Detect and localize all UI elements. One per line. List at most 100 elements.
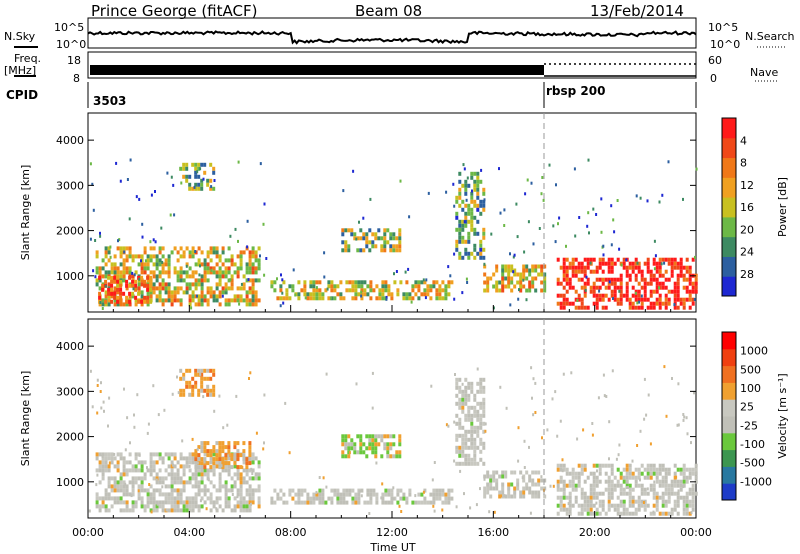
heatmap-cell: [300, 492, 304, 497]
heatmap-cell: [197, 368, 201, 373]
heatmap-cell: [586, 511, 590, 516]
heatmap-cell: [492, 474, 496, 479]
heatmap-cell: [458, 235, 462, 240]
heatmap-cell: [203, 376, 207, 381]
heatmap-cell: [158, 452, 162, 457]
heatmap-cell: [482, 231, 486, 236]
heatmap-speck: [172, 463, 175, 467]
heatmap-cell: [327, 284, 331, 289]
heatmap-speck: [148, 483, 151, 486]
heatmap-cell: [197, 492, 201, 497]
heatmap-cell: [571, 285, 575, 290]
heatmap-cell: [149, 460, 153, 465]
heatmap-cell: [149, 456, 153, 461]
heatmap-cell: [583, 281, 587, 286]
heatmap-cell: [598, 511, 602, 516]
heatmap-cell: [95, 456, 99, 461]
heatmap-cell: [224, 286, 228, 291]
heatmap-cell: [455, 461, 459, 466]
heatmap-cell: [336, 500, 340, 505]
heatmap-speck: [645, 413, 648, 417]
heatmap-cell: [368, 248, 372, 253]
heatmap-cell: [248, 266, 252, 271]
heatmap-speck: [248, 493, 251, 497]
heatmap-cell: [170, 302, 174, 307]
heatmap-cell: [191, 456, 195, 461]
heatmap-cell: [691, 471, 695, 476]
heatmap-cell: [374, 438, 378, 443]
heatmap-cell: [525, 276, 529, 281]
heatmap-speck: [247, 278, 250, 282]
heatmap-cell: [479, 377, 483, 382]
heatmap-cell: [170, 452, 174, 457]
heatmap-cell: [212, 170, 216, 175]
heatmap-cell: [504, 276, 508, 281]
heatmap-speck: [224, 487, 227, 491]
heatmap-speck: [608, 420, 611, 424]
heatmap-cell: [104, 488, 108, 493]
heatmap-cell: [191, 294, 195, 299]
heatmap-cell: [482, 445, 486, 450]
heatmap-cell: [209, 468, 213, 473]
heatmap-cell: [625, 297, 629, 302]
heatmap-cell: [556, 487, 560, 492]
heatmap-cell: [658, 483, 662, 488]
heatmap-cell: [628, 273, 632, 278]
heatmap-cell: [389, 248, 393, 253]
heatmap-cell: [182, 508, 186, 513]
heatmap-speck: [613, 230, 616, 234]
heatmap-cell: [158, 468, 162, 473]
heatmap-cell: [158, 250, 162, 255]
heatmap-cell: [625, 281, 629, 286]
heatmap-cell: [649, 511, 653, 516]
heatmap-cell: [483, 486, 487, 491]
heatmap-cell: [365, 240, 369, 245]
xtick-label: 20:00: [579, 526, 611, 539]
heatmap-cell: [131, 258, 135, 263]
heatmap-cell: [353, 236, 357, 241]
heatmap-cell: [655, 479, 659, 484]
heatmap-cell: [191, 472, 195, 477]
heatmap-cell: [107, 476, 111, 481]
heatmap-cell: [664, 483, 668, 488]
heatmap-cell: [206, 302, 210, 307]
heatmap-cell: [270, 496, 274, 501]
heatmap-cell: [616, 301, 620, 306]
heatmap-cell: [467, 429, 471, 434]
heatmap-cell: [221, 441, 225, 446]
heatmap-cell: [230, 508, 234, 513]
heatmap-cell: [257, 500, 261, 505]
heatmap-cell: [580, 463, 584, 468]
heatmap-speck: [104, 284, 107, 288]
heatmap-cell: [152, 496, 156, 501]
heatmap-cell: [134, 464, 138, 469]
heatmap-cell: [233, 461, 237, 466]
heatmap-cell: [479, 421, 483, 426]
heatmap-cell: [197, 488, 201, 493]
heatmap-cell: [658, 467, 662, 472]
heatmap-cell: [664, 511, 668, 516]
heatmap-cell: [303, 500, 307, 505]
heatmap-cell: [423, 280, 427, 285]
heatmap-cell: [128, 294, 132, 299]
colorbar-tick-label: 8: [740, 157, 747, 170]
heatmap-cell: [218, 266, 222, 271]
heatmap-cell: [625, 293, 629, 298]
heatmap-cell: [461, 219, 465, 224]
heatmap-cell: [444, 496, 448, 501]
heatmap-cell: [173, 472, 177, 477]
heatmap-cell: [179, 278, 183, 283]
heatmap-cell: [242, 500, 246, 505]
heatmap-cell: [197, 186, 201, 191]
heatmap-cell: [685, 257, 689, 262]
heatmap-cell: [543, 494, 547, 499]
heatmap-cell: [402, 492, 406, 497]
heatmap-cell: [206, 262, 210, 267]
heatmap-cell: [387, 284, 391, 289]
heatmap-cell: [354, 496, 358, 501]
heatmap-cell: [604, 305, 608, 310]
colorbar-swatch: [722, 118, 736, 139]
heatmap-cell: [351, 288, 355, 293]
heatmap-speck: [476, 367, 479, 371]
heatmap-speck: [618, 443, 621, 447]
